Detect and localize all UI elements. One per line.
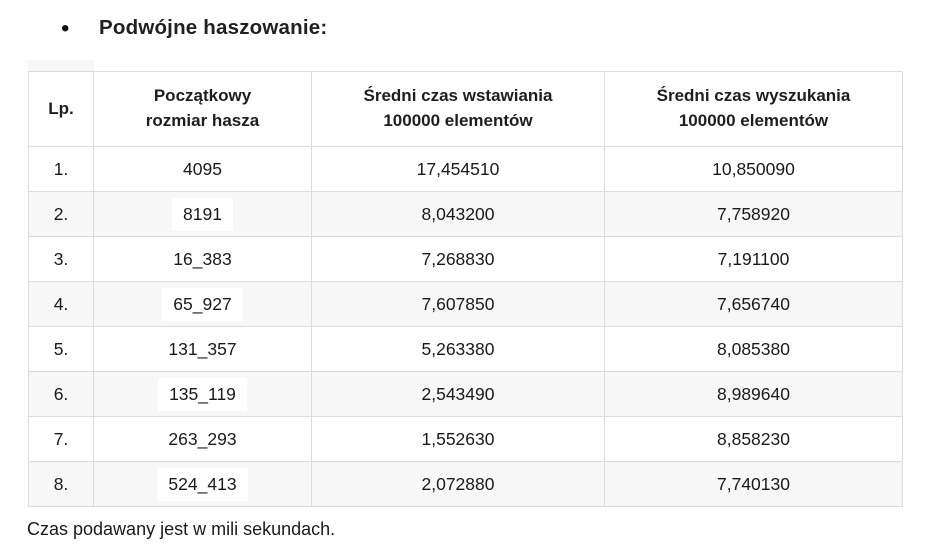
table-row: 8. 524_413 2,072880 7,740130 — [28, 461, 903, 507]
search-time-value: 7,740130 — [717, 474, 790, 494]
header-avg-insert-time-label: Średni czas wstawiania 100000 elementów — [363, 86, 553, 130]
hash-size-value: 263_293 — [168, 429, 237, 449]
cell-insert-time: 5,263380 — [311, 326, 605, 372]
hash-size-value: 131_357 — [168, 339, 237, 359]
insert-time-value: 8,043200 — [421, 204, 495, 224]
page-title: Podwójne haszowanie: — [99, 16, 328, 39]
cell-hash-size: 131_357 — [93, 326, 312, 372]
table-row: 7. 263_293 1,552630 8,858230 — [28, 416, 903, 462]
insert-time-value: 2,543490 — [421, 384, 495, 404]
lp-value: 8. — [53, 474, 69, 494]
cell-hash-size: 263_293 — [93, 416, 312, 462]
insert-time-value: 7,268830 — [421, 249, 495, 269]
search-time-value: 7,758920 — [717, 204, 790, 224]
table-row: 1. 4095 17,454510 10,850090 — [28, 146, 903, 192]
cell-insert-time: 2,072880 — [311, 461, 605, 507]
hash-size-value: 16_383 — [173, 249, 232, 269]
search-time-value: 7,656740 — [717, 294, 790, 314]
cell-lp: 3. — [28, 236, 94, 282]
cell-hash-size: 16_383 — [93, 236, 312, 282]
header-avg-search-time: Średni czas wyszukania 100000 elementów — [604, 71, 903, 147]
footer-note: Czas podawany jest w mili sekundach. — [27, 519, 336, 539]
cell-search-time: 7,740130 — [604, 461, 903, 507]
cell-search-time: 8,085380 — [604, 326, 903, 372]
lp-value: 5. — [53, 339, 69, 359]
insert-time-value: 5,263380 — [421, 339, 495, 359]
insert-time-value: 7,607850 — [421, 294, 495, 314]
cell-lp: 1. — [28, 146, 94, 192]
cell-search-time: 7,758920 — [604, 191, 903, 237]
hash-size-value: 65_927 — [162, 287, 243, 321]
table-row: 5. 131_357 5,263380 8,085380 — [28, 326, 903, 372]
header-lp-label: Lp. — [48, 98, 74, 118]
table-row: 2. 8191 8,043200 7,758920 — [28, 191, 903, 237]
table-row: 6. 135_119 2,543490 8,989640 — [28, 371, 903, 417]
search-time-value: 8,858230 — [717, 429, 790, 449]
cell-insert-time: 1,552630 — [311, 416, 605, 462]
lp-value: 7. — [53, 429, 69, 449]
table-header-row: Lp. Początkowy rozmiar hasza Średni czas… — [28, 71, 903, 147]
cell-insert-time: 17,454510 — [311, 146, 605, 192]
search-time-value: 8,989640 — [717, 384, 790, 404]
header-avg-insert-time: Średni czas wstawiania 100000 elementów — [311, 71, 605, 147]
lp-value: 2. — [53, 204, 69, 224]
cell-search-time: 8,989640 — [604, 371, 903, 417]
lp-value: 1. — [53, 159, 69, 179]
header-initial-hash-size-label: Początkowy rozmiar hasza — [145, 86, 260, 130]
cell-search-time: 8,858230 — [604, 416, 903, 462]
cell-hash-size: 524_413 — [93, 461, 312, 507]
header-lp: Lp. — [28, 71, 94, 147]
search-time-value: 8,085380 — [717, 339, 790, 359]
search-time-value: 10,850090 — [712, 159, 795, 179]
cell-lp: 5. — [28, 326, 94, 372]
lp-value: 3. — [53, 249, 69, 269]
hash-size-value: 8191 — [172, 197, 233, 231]
cell-insert-time: 2,543490 — [311, 371, 605, 417]
cell-hash-size: 135_119 — [93, 371, 312, 417]
table-row: 3. 16_383 7,268830 7,191100 — [28, 236, 903, 282]
cell-lp: 2. — [28, 191, 94, 237]
insert-time-value: 1,552630 — [421, 429, 495, 449]
insert-time-value: 17,454510 — [416, 159, 500, 179]
header-avg-search-time-label: Średni czas wyszukania 100000 elementów — [656, 86, 851, 130]
results-table: Lp. Początkowy rozmiar hasza Średni czas… — [28, 71, 903, 507]
cell-hash-size: 8191 — [93, 191, 312, 237]
table-top-artifact — [28, 60, 94, 71]
cell-lp: 8. — [28, 461, 94, 507]
table-row: 4. 65_927 7,607850 7,656740 — [28, 281, 903, 327]
bullet-marker: • — [61, 15, 70, 42]
lp-value: 6. — [53, 384, 69, 404]
hash-size-value: 4095 — [183, 159, 222, 179]
cell-search-time: 7,656740 — [604, 281, 903, 327]
cell-search-time: 10,850090 — [604, 146, 903, 192]
cell-hash-size: 4095 — [93, 146, 312, 192]
cell-insert-time: 8,043200 — [311, 191, 605, 237]
cell-insert-time: 7,268830 — [311, 236, 605, 282]
header-initial-hash-size: Początkowy rozmiar hasza — [93, 71, 312, 147]
cell-lp: 6. — [28, 371, 94, 417]
lp-value: 4. — [53, 294, 69, 314]
hash-size-value: 524_413 — [157, 467, 248, 501]
hash-size-value: 135_119 — [158, 377, 247, 411]
cell-hash-size: 65_927 — [93, 281, 312, 327]
cell-lp: 7. — [28, 416, 94, 462]
cell-lp: 4. — [28, 281, 94, 327]
insert-time-value: 2,072880 — [421, 474, 495, 494]
search-time-value: 7,191100 — [717, 249, 790, 269]
cell-insert-time: 7,607850 — [311, 281, 605, 327]
cell-search-time: 7,191100 — [604, 236, 903, 282]
